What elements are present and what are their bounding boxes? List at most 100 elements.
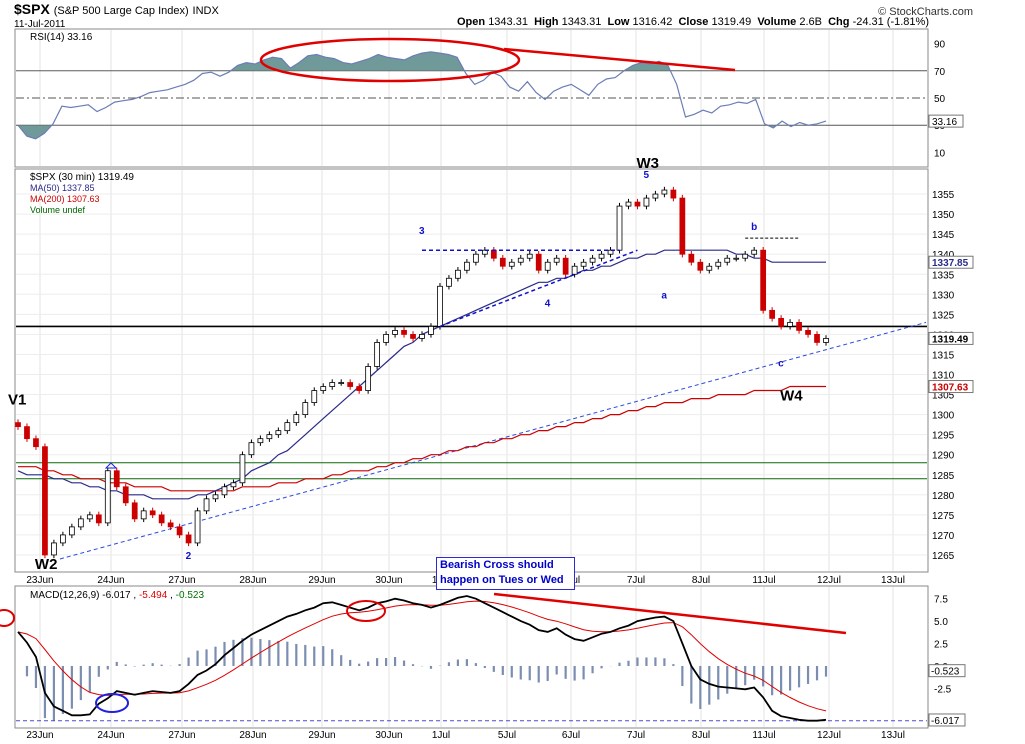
price-candle-down (769, 309, 776, 319)
price-candle-up (248, 442, 255, 456)
price-x-tick-label: 13Jul (881, 575, 905, 586)
price-legend-main: $SPX (30 min) 1319.49 (30, 172, 134, 183)
price-candle-up (823, 338, 829, 343)
price-candle-down (401, 329, 407, 335)
macd-x-tick-label: 8Jul (692, 730, 710, 741)
high-value: 1343.31 (561, 16, 602, 28)
price-candle-down (95, 514, 102, 524)
price-candle-up (428, 325, 434, 335)
macd-legend-macd: -6.017 (102, 590, 131, 601)
price-x-tick-label: 28Jun (239, 575, 266, 586)
price-candle-up (230, 482, 237, 488)
volume-label: Volume (757, 16, 797, 28)
price-candle-down (122, 486, 129, 504)
chg-value: -24.31 (-1.81%) (852, 16, 929, 28)
low-value: 1316.42 (632, 16, 673, 28)
price-candle-down (131, 502, 138, 520)
macd-x-tick-label: 5Jul (498, 730, 516, 741)
macd-legend-name: MACD(12,26,9) (30, 590, 99, 601)
price-candle-up (742, 253, 749, 259)
price-x-tick-label: 8Jul (692, 575, 710, 586)
price-y-tick-label: 1355 (932, 190, 955, 201)
macd-y-tick-label: 5.0 (934, 617, 948, 628)
chg-label: Chg (828, 16, 850, 28)
open-value: 1343.31 (488, 16, 528, 28)
price-candle-up (266, 434, 273, 440)
macd-current-label-box (928, 713, 966, 727)
price-candle-down (490, 249, 497, 259)
low-label: Low (607, 16, 630, 28)
chart-title: $SPX (S&P 500 Large Cap Index) INDX (14, 1, 219, 17)
macd-x-tick-label: 6Jul (562, 730, 580, 741)
wave-label-w4: W4 (780, 388, 803, 405)
price-candle-down (149, 510, 156, 516)
price-candle-up (194, 510, 201, 544)
macd-bullish-cross-ellipse (95, 693, 129, 713)
price-candle-down (33, 438, 39, 448)
price-current-label-box (928, 331, 974, 345)
price-candle-up (464, 261, 470, 271)
price-candle-down (410, 334, 416, 339)
macd-x-tick-label: 27Jun (168, 730, 195, 741)
price-candle-up (652, 193, 659, 199)
price-current-label: 1319.49 (932, 334, 969, 345)
price-candle-down (814, 334, 820, 343)
price-candle-up (455, 269, 461, 279)
macd-line (17, 595, 827, 722)
close-value: 1319.49 (711, 16, 752, 28)
rsi-current-label: 33.16 (932, 117, 957, 128)
macd-y-tick-label: -2.5 (934, 684, 952, 695)
rsi-y-tick-label: 10 (934, 148, 946, 159)
price-candle-down (697, 261, 704, 271)
price-candle-up (472, 253, 479, 263)
price-candle-up (302, 402, 309, 416)
price-candle-down (634, 201, 641, 207)
price-candle-up (625, 201, 632, 207)
wave-label-3: 3 (419, 226, 425, 237)
price-candle-down (760, 249, 767, 311)
macd-x-tick-label: 11Jul (752, 730, 775, 741)
rsi-line (17, 51, 827, 140)
price-candle-up (419, 334, 425, 339)
price-candle-up (284, 422, 291, 432)
price-candle-up (787, 321, 793, 327)
price-candle-up (239, 454, 246, 484)
price-candle-up (437, 285, 443, 327)
price-legend-ma200: MA(200) 1307.63 (30, 194, 100, 204)
price-y-tick-label: 1285 (932, 471, 955, 482)
price-candle-down (158, 514, 165, 524)
price-candle-up (374, 342, 380, 367)
credit: © StockCharts.com (878, 6, 973, 18)
wave-label-2: 2 (186, 551, 192, 562)
price-y-tick-label: 1300 (932, 411, 955, 422)
trendline (59, 321, 927, 560)
price-candle-down (679, 197, 686, 255)
macd-legend-hist: -0.523 (176, 590, 205, 601)
price-candle-up (571, 265, 578, 275)
price-y-tick-label: 1325 (932, 310, 955, 321)
price-x-tick-label: 30Jun (375, 575, 402, 586)
price-y-tick-label: 1295 (932, 431, 955, 442)
price-candle-up (661, 189, 668, 195)
macd-x-tick-label: 29Jun (308, 730, 335, 741)
wave-label-w3: W3 (636, 155, 659, 172)
price-candle-up (481, 249, 488, 255)
price-candle-down (113, 470, 120, 488)
price-candle-down (42, 446, 48, 556)
ma200-line (18, 385, 826, 492)
price-x-tick-label: 24Jun (97, 575, 124, 586)
close-label: Close (678, 16, 709, 28)
macd-x-tick-label: 23Jun (26, 730, 53, 741)
macd-panel (14, 585, 929, 729)
macd-x-tick-label: 1Jul (432, 730, 450, 741)
macd-legend-sep1: , (133, 590, 139, 601)
rsi-overbought-fill (230, 51, 671, 71)
price-y-tick-label: 1315 (932, 350, 955, 361)
price-candle-up (715, 261, 722, 267)
ma-cross-marker (104, 462, 118, 469)
rsi-divergence-ellipse (259, 37, 521, 83)
macd-cross-ellipse (346, 600, 386, 622)
symbol: $SPX (14, 1, 50, 17)
price-candle-down (15, 422, 21, 428)
price-candle-up (104, 470, 111, 524)
